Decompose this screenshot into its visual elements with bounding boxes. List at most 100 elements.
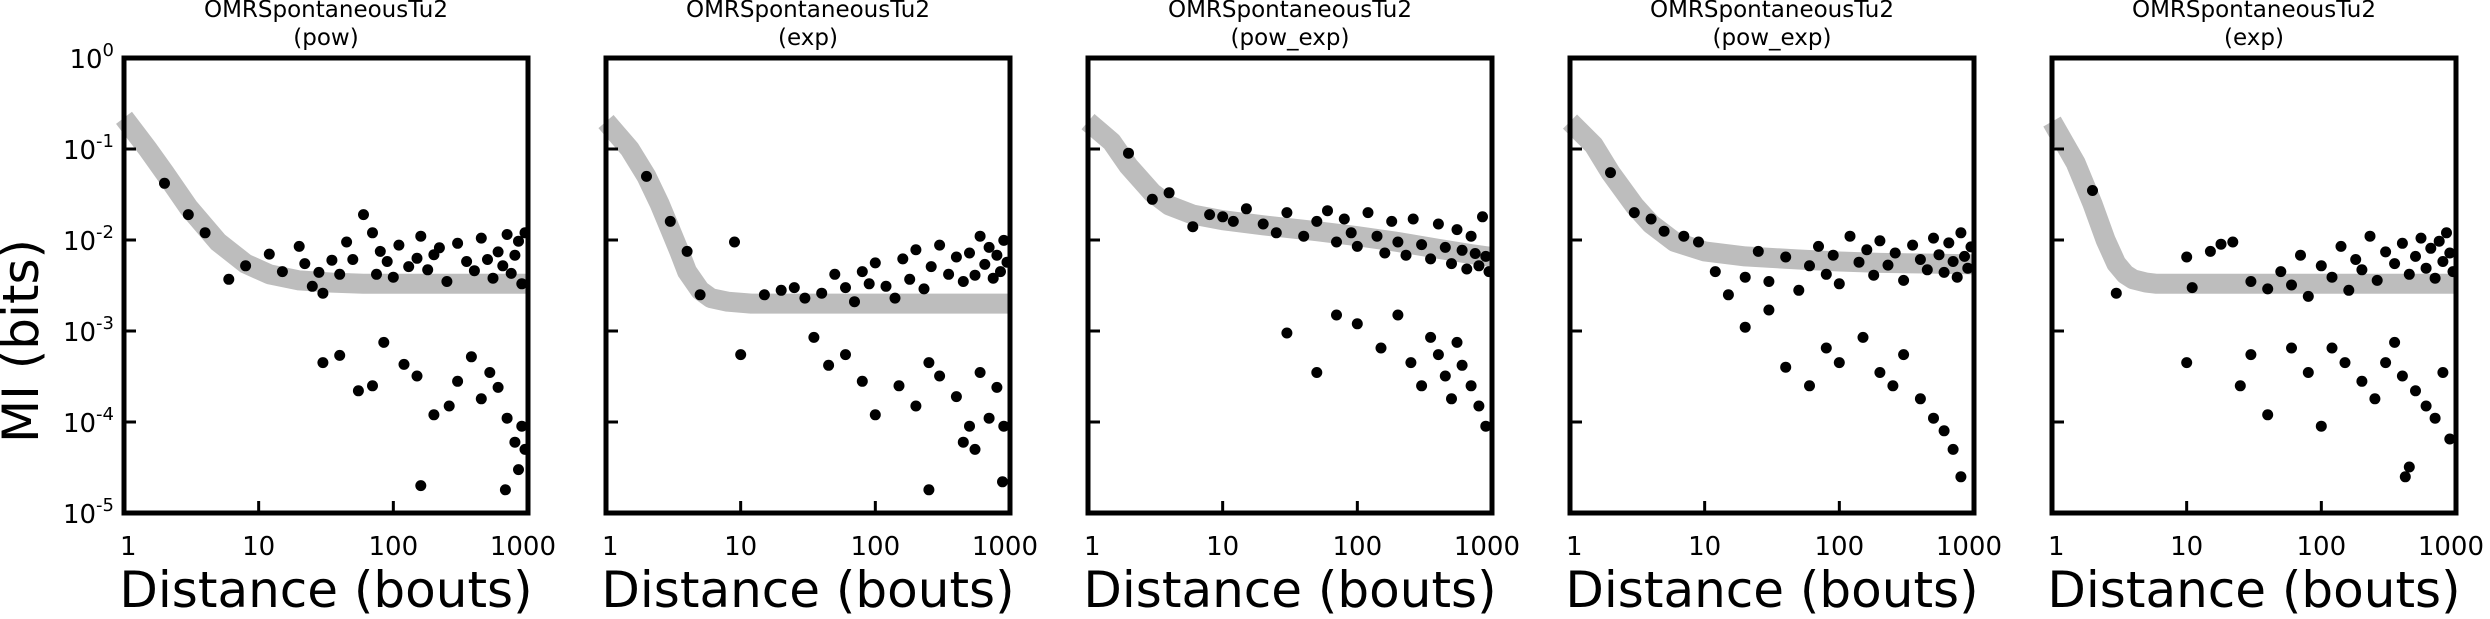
data-point (1874, 367, 1886, 378)
data-point (2234, 380, 2246, 392)
data-point (2302, 290, 2314, 302)
data-point (1439, 370, 1451, 382)
data-point (910, 244, 922, 256)
data-point (918, 283, 930, 295)
data-point (1857, 331, 1869, 343)
data-point (681, 245, 693, 257)
data-point (1439, 241, 1451, 253)
data-point (2396, 370, 2408, 382)
data-point (1943, 237, 1955, 249)
x-axis-label: Distance (bouts) (119, 561, 532, 619)
data-point (849, 296, 860, 308)
data-point (1386, 215, 1398, 227)
data-point (1480, 420, 1492, 432)
data-point (2315, 260, 2327, 272)
panel-title: OMRSpontaneousTu2 (204, 0, 448, 23)
data-point (950, 251, 962, 263)
axes-frame (2049, 55, 2459, 516)
data-point (735, 349, 747, 361)
data-point (1473, 400, 1485, 412)
x-tick-label: 1000 (1454, 532, 1520, 562)
data-point (856, 375, 868, 387)
y-axis-label: MI (bits) (0, 239, 50, 443)
data-point (1853, 256, 1865, 268)
data-point (998, 234, 1010, 246)
data-point (433, 242, 445, 254)
data-point (367, 380, 378, 392)
data-point (840, 282, 851, 294)
data-point (1804, 260, 1815, 272)
data-point (641, 170, 652, 182)
data-point (995, 266, 1006, 278)
data-point (1281, 207, 1293, 219)
data-point (2215, 238, 2227, 250)
data-point (516, 278, 528, 290)
data-point (2186, 282, 2198, 294)
data-point (1938, 425, 1950, 437)
data-point (381, 256, 393, 267)
data-point (452, 375, 464, 387)
data-point (1281, 327, 1293, 339)
data-point (422, 264, 434, 276)
y-tick-label: 10-4 (63, 404, 114, 439)
data-point (889, 292, 901, 304)
data-point (1432, 218, 1444, 230)
data-point (1351, 318, 1363, 330)
data-point (1362, 207, 1374, 219)
panel-subtitle: (pow) (293, 25, 358, 51)
data-point (1752, 245, 1764, 257)
data-point (1928, 412, 1939, 424)
data-point (1480, 250, 1492, 262)
data-point (2181, 357, 2193, 369)
x-tick-label: 1000 (1936, 532, 2002, 562)
data-point (1405, 357, 1417, 369)
data-point (1709, 266, 1721, 278)
data-point (979, 258, 991, 270)
data-point (957, 436, 969, 448)
data-point (991, 381, 1003, 393)
x-tick-label: 100 (2297, 532, 2347, 562)
data-point (1331, 309, 1342, 321)
data-point (823, 359, 835, 371)
data-point (159, 177, 170, 189)
data-point (299, 258, 311, 270)
data-point (1921, 264, 1933, 276)
data-point (393, 239, 405, 251)
data-point (2410, 385, 2421, 397)
data-point (371, 268, 382, 280)
data-point (2262, 409, 2274, 421)
x-tick-label: 1 (120, 532, 137, 562)
data-point (2343, 284, 2355, 296)
data-point (1914, 393, 1926, 405)
x-tick-label: 100 (851, 532, 901, 562)
data-point (1951, 271, 1963, 283)
x-axis-label: Distance (bouts) (1083, 561, 1496, 619)
data-point (347, 254, 359, 265)
data-point (468, 265, 480, 277)
data-point (1914, 254, 1926, 265)
data-point (513, 464, 524, 476)
data-point (869, 257, 881, 269)
data-point (1465, 230, 1477, 242)
data-point (2403, 461, 2415, 473)
panel-subtitle: (exp) (778, 25, 838, 51)
data-point (974, 367, 986, 378)
y-tick-label: 10-5 (63, 495, 114, 530)
data-point (863, 278, 875, 290)
y-tick-label: 10-2 (63, 222, 114, 257)
data-point (1938, 266, 1950, 278)
data-point (664, 215, 676, 227)
data-point (964, 247, 975, 259)
data-point (398, 358, 410, 370)
data-point (934, 239, 946, 251)
data-point (2415, 232, 2427, 244)
data-point (293, 240, 305, 252)
data-point (1833, 278, 1845, 290)
chart-panel-2: OMRSpontaneousTu2(exp) 1 10 100 1000Distance… (598, 0, 1038, 619)
data-point (969, 269, 981, 281)
x-tick-label: 10 (242, 532, 275, 562)
data-point (694, 289, 706, 301)
data-point (983, 241, 995, 253)
data-point (441, 276, 453, 287)
